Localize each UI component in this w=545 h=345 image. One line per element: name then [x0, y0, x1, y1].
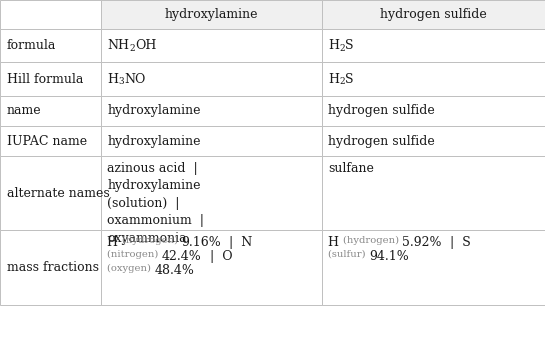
- Text: 3: 3: [118, 77, 124, 86]
- Text: S: S: [345, 39, 353, 52]
- Text: 9.16%: 9.16%: [181, 236, 221, 249]
- Text: IUPAC name: IUPAC name: [7, 135, 87, 148]
- Bar: [101, 29, 322, 62]
- Text: H: H: [328, 236, 343, 249]
- Bar: [0, 126, 101, 156]
- Text: (nitrogen): (nitrogen): [107, 250, 162, 259]
- Bar: [322, 0, 545, 29]
- Text: Hill formula: Hill formula: [7, 72, 83, 86]
- Text: hydrogen sulfide: hydrogen sulfide: [328, 104, 435, 117]
- Text: 2: 2: [339, 77, 345, 86]
- Text: (oxygen): (oxygen): [107, 264, 154, 273]
- Text: |  O: | O: [202, 250, 232, 263]
- Text: 5.92%: 5.92%: [402, 236, 442, 249]
- Bar: [322, 29, 545, 62]
- Text: H: H: [328, 39, 339, 52]
- Text: hydroxylamine: hydroxylamine: [107, 135, 201, 148]
- Text: 48.4%: 48.4%: [154, 264, 195, 277]
- Bar: [0, 0, 101, 29]
- Text: hydrogen sulfide: hydrogen sulfide: [380, 8, 487, 21]
- Text: (hydrogen): (hydrogen): [343, 236, 402, 245]
- Bar: [322, 96, 545, 126]
- Bar: [322, 126, 545, 156]
- Text: azinous acid  |
hydroxylamine
(solution)  |
oxammonium  |
oxyammonia: azinous acid | hydroxylamine (solution) …: [107, 162, 204, 245]
- Bar: [0, 156, 101, 230]
- Text: mass fractions: mass fractions: [7, 261, 99, 274]
- Bar: [101, 96, 322, 126]
- Text: NO: NO: [124, 72, 146, 86]
- Text: H: H: [328, 72, 339, 86]
- Text: hydroxylamine: hydroxylamine: [107, 104, 201, 117]
- Text: S: S: [345, 72, 353, 86]
- Bar: [0, 62, 101, 96]
- Bar: [0, 230, 101, 305]
- Text: |  S: | S: [442, 236, 470, 249]
- Bar: [101, 156, 322, 230]
- Bar: [322, 230, 545, 305]
- Text: sulfane: sulfane: [328, 162, 374, 175]
- Text: 94.1%: 94.1%: [369, 250, 409, 263]
- Text: OH: OH: [135, 39, 156, 52]
- Text: 2: 2: [339, 44, 345, 53]
- Bar: [101, 62, 322, 96]
- Bar: [101, 0, 322, 29]
- Text: name: name: [7, 104, 41, 117]
- Bar: [322, 62, 545, 96]
- Bar: [322, 156, 545, 230]
- Text: formula: formula: [7, 39, 56, 52]
- Text: H: H: [107, 72, 118, 86]
- Text: H: H: [107, 236, 123, 249]
- Bar: [101, 126, 322, 156]
- Bar: [0, 96, 101, 126]
- Text: hydrogen sulfide: hydrogen sulfide: [328, 135, 435, 148]
- Text: 42.4%: 42.4%: [162, 250, 202, 263]
- Text: 2: 2: [129, 44, 135, 53]
- Text: |  N: | N: [221, 236, 253, 249]
- Text: (hydrogen): (hydrogen): [123, 236, 181, 245]
- Bar: [101, 230, 322, 305]
- Text: alternate names: alternate names: [7, 187, 110, 200]
- Text: hydroxylamine: hydroxylamine: [165, 8, 258, 21]
- Text: NH: NH: [107, 39, 129, 52]
- Bar: [0, 29, 101, 62]
- Text: (sulfur): (sulfur): [328, 250, 369, 259]
